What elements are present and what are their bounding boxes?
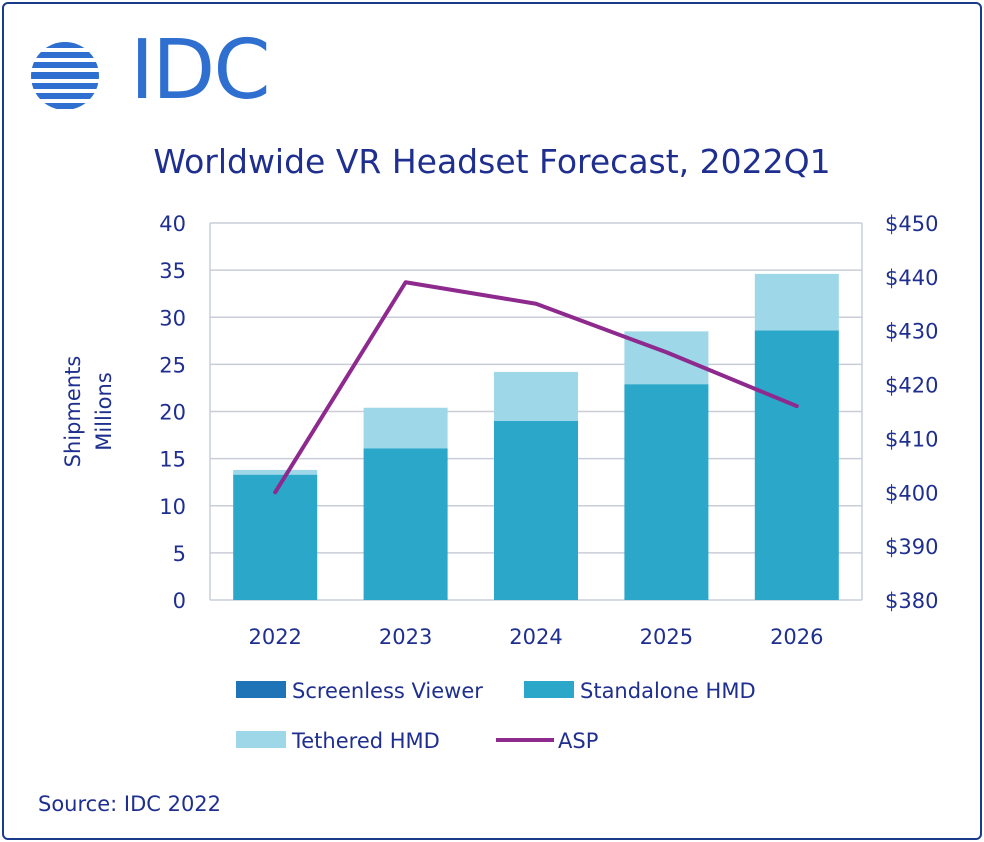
y-tick-label-5: 5 bbox=[173, 542, 186, 566]
bar-tethered-hmd-2022 bbox=[233, 469, 318, 475]
y2-tick-label-450: $450 bbox=[885, 212, 938, 236]
x-tick-label-2025: 2025 bbox=[640, 625, 693, 649]
y-tick-label-20: 20 bbox=[159, 401, 186, 425]
y-axis-label-line-2: Millions bbox=[92, 372, 116, 451]
y2-tick-label-400: $400 bbox=[885, 481, 938, 505]
legend-label-screenless-viewer: Screenless Viewer bbox=[292, 679, 483, 703]
y2-tick-label-380: $380 bbox=[885, 589, 938, 613]
bars bbox=[233, 273, 839, 600]
legend-label-asp: ASP bbox=[558, 729, 598, 753]
legend-swatch-screenless-viewer bbox=[236, 681, 286, 698]
y-tick-label-35: 35 bbox=[159, 259, 186, 283]
asp-line bbox=[273, 280, 799, 495]
y2-tick-label-430: $430 bbox=[885, 320, 938, 344]
bar-standalone-hmd-2026 bbox=[754, 330, 839, 600]
y-axis-label: Shipments Millions bbox=[61, 356, 116, 468]
x-tick-label-2026: 2026 bbox=[770, 625, 823, 649]
bar-standalone-hmd-2025 bbox=[624, 384, 709, 600]
gridlines bbox=[209, 222, 863, 601]
bar-standalone-hmd-2024 bbox=[494, 420, 578, 600]
legend: Screenless Viewer Standalone HMD Tethered … bbox=[236, 679, 756, 753]
logo-text: IDC bbox=[130, 23, 271, 118]
y-tick-label-25: 25 bbox=[159, 353, 186, 377]
bar-standalone-hmd-2023 bbox=[363, 448, 448, 600]
chart-title: Worldwide VR Headset Forecast, 2022Q1 bbox=[153, 142, 831, 181]
y-axis-right: $380 $390 $400 $410 $420 $430 $440 $450 bbox=[885, 212, 938, 613]
y-axis-left: 0 5 10 15 20 25 30 35 40 bbox=[159, 212, 186, 613]
bar-tethered-hmd-2024 bbox=[494, 371, 578, 421]
legend-swatch-standalone-hmd bbox=[524, 681, 574, 698]
y2-tick-label-410: $410 bbox=[885, 427, 938, 451]
x-tick-label-2023: 2023 bbox=[379, 625, 432, 649]
y-axis-label-line-1: Shipments bbox=[61, 356, 85, 468]
legend-swatch-tethered-hmd bbox=[236, 731, 286, 748]
y2-tick-label-440: $440 bbox=[885, 266, 938, 290]
legend-label-tethered-hmd: Tethered HMD bbox=[291, 729, 440, 753]
x-tick-label-2024: 2024 bbox=[509, 625, 562, 649]
bar-tethered-hmd-2023 bbox=[363, 407, 448, 449]
y-tick-label-10: 10 bbox=[159, 495, 186, 519]
bar-standalone-hmd-2022 bbox=[233, 474, 318, 600]
y-tick-label-0: 0 bbox=[173, 589, 186, 613]
y2-tick-label-390: $390 bbox=[885, 535, 938, 559]
x-tick-label-2022: 2022 bbox=[248, 625, 301, 649]
x-axis: 2022 2023 2024 2025 2026 bbox=[248, 625, 823, 649]
globe-icon bbox=[31, 42, 99, 109]
y-tick-label-40: 40 bbox=[159, 212, 186, 236]
y-tick-label-30: 30 bbox=[159, 306, 186, 330]
idc-logo: IDC bbox=[30, 30, 271, 116]
legend-label-standalone-hmd: Standalone HMD bbox=[580, 679, 756, 703]
bar-tethered-hmd-2026 bbox=[754, 273, 839, 331]
y-tick-label-15: 15 bbox=[159, 448, 186, 472]
y2-tick-label-420: $420 bbox=[885, 374, 938, 398]
source-note: Source: IDC 2022 bbox=[38, 792, 222, 816]
